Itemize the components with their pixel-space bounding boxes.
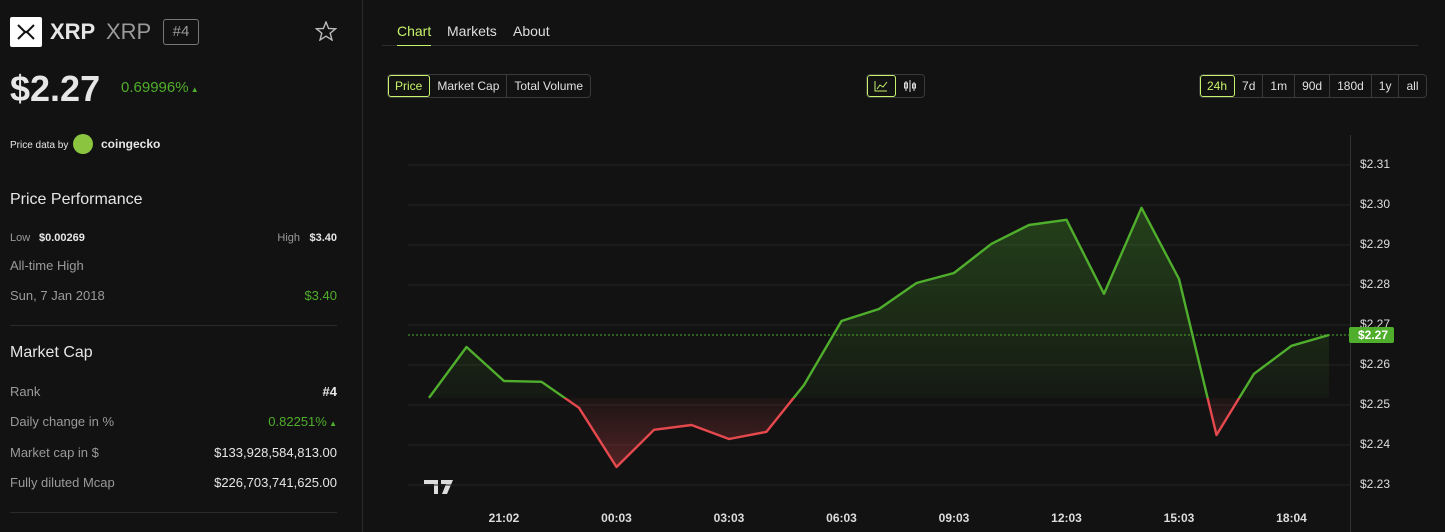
- row-value: #4: [322, 384, 337, 399]
- section-title: Price Performance: [10, 191, 143, 208]
- ath-value: $3.40: [304, 288, 337, 303]
- ath-date: Sun, 7 Jan 2018: [10, 288, 105, 303]
- x-tick-label: 15:03: [1164, 511, 1195, 525]
- current-price-label: $2.27: [1358, 328, 1388, 342]
- candle-style[interactable]: [896, 75, 924, 97]
- range-button[interactable]: 24h: [1200, 75, 1236, 97]
- row-label: Daily change in %: [10, 414, 115, 430]
- source[interactable]: coingecko: [101, 137, 161, 151]
- line-style[interactable]: [867, 75, 896, 97]
- logo-mark: [17, 24, 35, 40]
- metric-button[interactable]: Price: [388, 75, 431, 97]
- y-tick-label: $2.24: [1360, 437, 1390, 451]
- tab[interactable]: Markets: [447, 23, 497, 39]
- tab[interactable]: Chart: [397, 23, 432, 46]
- row-value: 0.82251%: [268, 414, 337, 429]
- range-button[interactable]: all: [1406, 79, 1419, 93]
- price: $2.27: [10, 68, 101, 109]
- x-tick-label: 09:03: [939, 511, 970, 525]
- metric-buttons: Price Market Cap Total Volume: [387, 74, 592, 98]
- price-area: [429, 207, 1329, 468]
- current-price-badge: [1349, 327, 1394, 343]
- chart-style-buttons: [866, 74, 925, 98]
- row-value: $226,703,741,625.00: [214, 474, 337, 490]
- metric-button[interactable]: Market Cap: [430, 75, 508, 97]
- row-label: Rank: [10, 384, 41, 399]
- tradingview-logo: [424, 480, 453, 494]
- x-tick-label: 06:03: [826, 511, 857, 525]
- x-tick-label: 18:04: [1276, 511, 1307, 525]
- row-value: $133,928,584,813.00: [214, 444, 337, 460]
- section-title: Market Cap: [10, 344, 93, 361]
- coin-name: XRP: [106, 19, 152, 44]
- range-button[interactable]: 1y: [1372, 75, 1400, 97]
- separator: [10, 325, 337, 326]
- favorite-star[interactable]: [315, 21, 337, 41]
- row-label: Market cap in $: [10, 444, 99, 460]
- range-button[interactable]: 180d: [1330, 75, 1372, 97]
- metric-button[interactable]: Total Volume: [514, 79, 584, 93]
- price-line: [428, 206, 1330, 469]
- x-tick-label: 21:02: [489, 511, 520, 525]
- tab-rule: [382, 45, 1418, 46]
- x-tick-label: 12:03: [1051, 511, 1082, 525]
- y-tick-label: $2.31: [1360, 157, 1390, 171]
- high-value: $3.40: [309, 232, 337, 244]
- y-tick-label: $2.30: [1360, 197, 1390, 211]
- row-label: Fully diluted Mcap: [10, 474, 115, 490]
- range-button[interactable]: 7d: [1235, 75, 1264, 97]
- low-label: Low: [10, 232, 31, 244]
- symbol: XRP: [50, 19, 96, 44]
- high-label: High: [277, 232, 300, 244]
- ath-label: All-time High: [10, 258, 84, 273]
- range-buttons: 24h 7d 1m 90d 180d 1y all: [1199, 74, 1427, 98]
- y-tick-label: $2.29: [1360, 237, 1390, 251]
- candle-icon: [904, 80, 916, 92]
- tab[interactable]: About: [513, 23, 550, 39]
- range-button[interactable]: 90d: [1295, 75, 1331, 97]
- rank-badge: #4: [163, 19, 199, 45]
- coin-logo: [10, 17, 42, 47]
- x-tick-label: 03:03: [714, 511, 745, 525]
- line-icon: [874, 81, 888, 92]
- y-tick-label: $2.25: [1360, 397, 1390, 411]
- y-tick-label: $2.26: [1360, 357, 1390, 371]
- separator: [10, 512, 337, 513]
- y-tick-label: $2.28: [1360, 277, 1390, 291]
- range-button[interactable]: 1m: [1263, 75, 1296, 97]
- low-value: $0.00269: [39, 232, 85, 244]
- source-label: Price data by: [10, 140, 69, 151]
- coingecko-logo: [73, 134, 93, 154]
- y-tick-label: $2.23: [1360, 477, 1390, 491]
- price-change: 0.69996%: [121, 79, 199, 96]
- x-tick-label: 00:03: [601, 511, 632, 525]
